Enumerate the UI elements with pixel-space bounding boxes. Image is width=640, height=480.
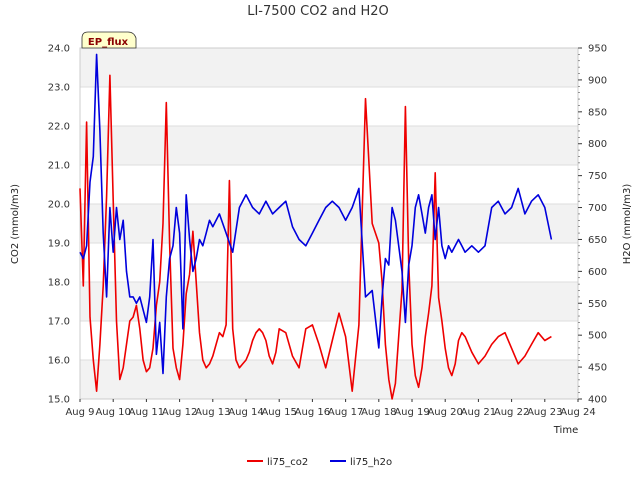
y2-tick-label: 550 bbox=[588, 299, 607, 310]
y2-tick-label: 900 bbox=[588, 75, 607, 86]
x-tick-label: Aug 12 bbox=[162, 407, 197, 418]
series-layer bbox=[79, 53, 553, 400]
x-tick-label: Aug 15 bbox=[261, 407, 296, 418]
y-tick-label: 24.0 bbox=[48, 44, 70, 55]
ticks-layer: 15.0 16.0 17.0 18.0 19.0 20.0 21.0 22.0 23.0 24.0… bbox=[48, 44, 607, 419]
x-tick-label: Aug 14 bbox=[228, 407, 263, 418]
badge-label: EP_flux bbox=[88, 37, 129, 48]
y-tick-label: 21.0 bbox=[48, 161, 70, 172]
x-tick-label: Aug 24 bbox=[560, 407, 595, 418]
y2-tick-label: 400 bbox=[588, 395, 607, 406]
plot-frame bbox=[79, 47, 579, 400]
y2-tick-label: 650 bbox=[588, 235, 607, 246]
ep-flux-badge: EP_flux bbox=[81, 31, 137, 49]
series-line-li75_co2 bbox=[79, 74, 552, 400]
x-tick-label: Aug 22 bbox=[494, 407, 529, 418]
y2-tick-label: 600 bbox=[588, 267, 607, 278]
y2-tick-label: 500 bbox=[588, 331, 607, 342]
x-tick-label: Aug 19 bbox=[394, 407, 429, 418]
y-tick-label: 20.0 bbox=[48, 200, 70, 211]
x-tick-label: Aug 9 bbox=[65, 407, 94, 418]
y-tick-label: 19.0 bbox=[48, 239, 70, 250]
legend-label-co2: li75_co2 bbox=[267, 457, 308, 468]
y2-axis-label: H2O (mmol/m3) bbox=[622, 184, 633, 265]
y2-tick-label: 450 bbox=[588, 363, 607, 374]
chart-title: LI-7500 CO2 and H2O bbox=[247, 4, 389, 19]
band bbox=[80, 282, 578, 321]
y2-tick-label: 750 bbox=[588, 171, 607, 182]
y2-tick-label: 850 bbox=[588, 107, 607, 118]
y2-tick-label: 700 bbox=[588, 203, 607, 214]
x-tick-label: Aug 18 bbox=[361, 407, 396, 418]
x-axis-label: Time bbox=[553, 425, 578, 436]
y-tick-label: 22.0 bbox=[48, 122, 70, 133]
band bbox=[80, 48, 578, 87]
x-tick-label: Aug 11 bbox=[129, 407, 164, 418]
y-tick-label: 17.0 bbox=[48, 317, 70, 328]
y2-tick-label: 950 bbox=[588, 44, 607, 55]
y-tick-label: 16.0 bbox=[48, 356, 70, 367]
x-tick-label: Aug 17 bbox=[328, 407, 363, 418]
x-tick-label: Aug 21 bbox=[461, 407, 496, 418]
y2-tick-label: 800 bbox=[588, 139, 607, 150]
badge-shape bbox=[81, 31, 137, 49]
plot-bands bbox=[80, 48, 578, 399]
y-tick-label: 18.0 bbox=[48, 278, 70, 289]
x-tick-label: Aug 23 bbox=[527, 407, 562, 418]
x-tick-label: Aug 20 bbox=[427, 407, 462, 418]
y-tick-label: 15.0 bbox=[48, 395, 70, 406]
band bbox=[80, 126, 578, 165]
y-axis-label: CO2 (mmol/m3) bbox=[10, 184, 21, 264]
legend-label-h2o: li75_h2o bbox=[350, 457, 392, 468]
x-tick-label: Aug 10 bbox=[95, 407, 130, 418]
x-tick-label: Aug 16 bbox=[295, 407, 330, 418]
series-line-li75_h2o bbox=[79, 53, 553, 375]
x-tick-label: Aug 13 bbox=[195, 407, 230, 418]
y-tick-label: 23.0 bbox=[48, 83, 70, 94]
legend: li75_co2 li75_h2o bbox=[247, 457, 392, 468]
band bbox=[80, 360, 578, 399]
